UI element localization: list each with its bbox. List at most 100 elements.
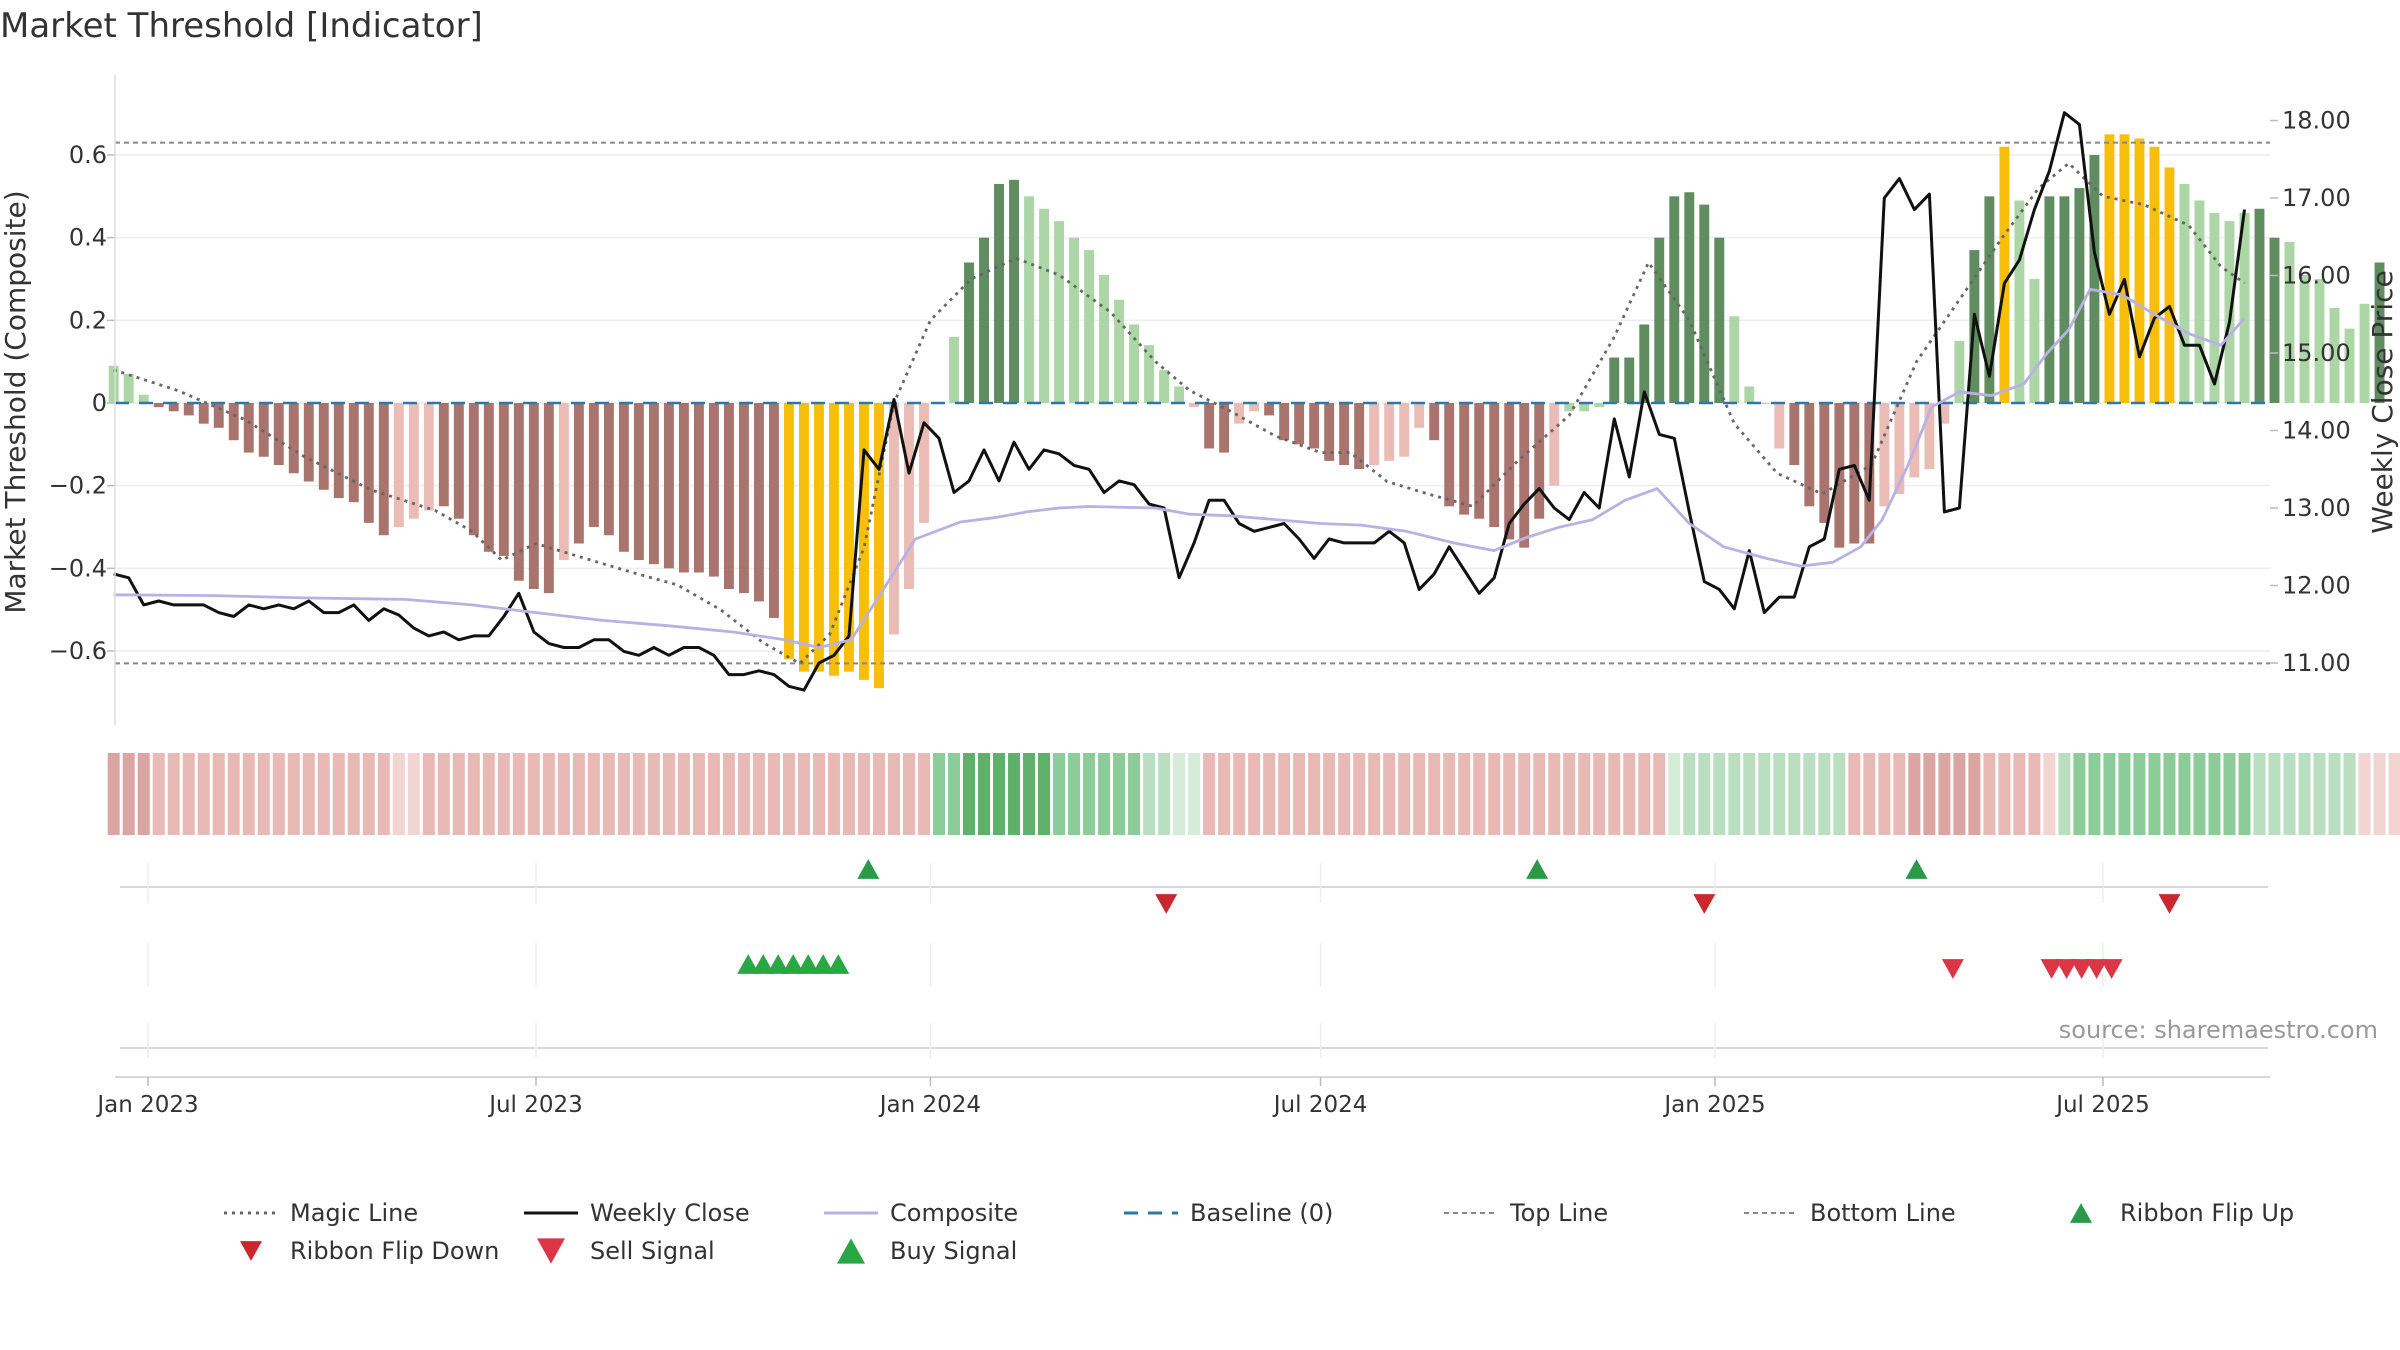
ribbon-segment: [1863, 753, 1876, 835]
ribbon-segment: [1773, 753, 1786, 835]
ribbon-segment: [542, 753, 555, 835]
legend-swatch-composite: [824, 1211, 878, 1215]
composite-bar: [408, 403, 419, 519]
ribbon-segment: [857, 753, 870, 835]
composite-bar: [1129, 324, 1140, 403]
sell-signal-marker: [2100, 959, 2123, 979]
y-axis-right-label: Weekly Close Price: [2366, 270, 2399, 533]
y-left-tick-label: −0.4: [49, 554, 107, 582]
ribbon-segment: [1473, 753, 1486, 835]
composite-bar: [904, 403, 914, 589]
ribbon-segment: [2028, 753, 2041, 835]
composite-bar: [1354, 403, 1365, 470]
ribbon-segment: [1008, 753, 1021, 835]
composite-bar: [543, 403, 554, 594]
composite-bar: [1279, 403, 1290, 441]
sell-signal-marker: [2055, 959, 2078, 979]
ribbon-segment: [1188, 753, 1201, 835]
ribbon-segment: [647, 753, 660, 835]
buy-signal-marker: [797, 954, 820, 974]
ribbon-segment: [1878, 753, 1891, 835]
composite-bar: [1399, 403, 1410, 457]
composite-bar: [829, 403, 839, 676]
ribbon-segment: [1308, 753, 1321, 835]
composite-bar: [168, 403, 179, 412]
composite-bar: [558, 403, 569, 561]
ribbon-segment: [1533, 753, 1546, 835]
ribbon-segment: [317, 753, 330, 835]
composite-bar: [1804, 403, 1815, 507]
ribbon-segment: [2268, 753, 2281, 835]
ribbon-segment: [152, 753, 165, 835]
y-right-tick-label: 11.00: [2282, 649, 2351, 677]
ribbon-segment: [437, 753, 450, 835]
ribbon-segment: [1443, 753, 1456, 835]
composite-bar: [2149, 146, 2160, 403]
composite-bar: [198, 403, 209, 424]
legend-marker: [837, 1238, 865, 1264]
ribbon-segment: [1848, 753, 1861, 835]
composite-bar: [483, 403, 494, 552]
ribbon-segment: [1293, 753, 1306, 835]
composite-bar: [1159, 369, 1170, 403]
ribbon-segment: [917, 753, 930, 835]
composite-bar: [1519, 403, 1530, 548]
x-tick-label: Jan 2025: [1662, 1092, 1765, 1118]
ribbon-flip-up-marker: [1905, 859, 1928, 879]
ribbon-segment: [137, 753, 150, 835]
ribbon-segment: [2328, 753, 2341, 835]
y-right-tick-label: 16.00: [2282, 262, 2351, 290]
ribbon-segment: [1893, 753, 1906, 835]
composite-bar: [1339, 403, 1350, 465]
composite-bar: [814, 403, 824, 672]
composite-bar: [2269, 237, 2280, 403]
composite-bar: [949, 336, 959, 403]
composite-bar: [753, 403, 764, 602]
composite-bar: [2194, 200, 2205, 403]
sell-signal-marker: [2070, 959, 2093, 979]
composite-bar: [2299, 274, 2310, 403]
legend-label: Top Line: [1510, 1199, 1609, 1227]
composite-bar: [1699, 204, 1710, 403]
ribbon-segment: [1908, 753, 1921, 835]
ribbon-segment: [2043, 753, 2056, 835]
ribbon-segment: [1713, 753, 1726, 835]
composite-bar: [2329, 307, 2340, 403]
ribbon-segment: [797, 753, 810, 835]
y-right-tick-label: 14.00: [2282, 417, 2351, 445]
composite-bar: [964, 262, 974, 403]
composite-bar: [378, 403, 389, 536]
ribbon-segment: [347, 753, 360, 835]
buy-signal-marker: [827, 954, 850, 974]
ribbon-flip-up-marker: [1526, 859, 1549, 879]
ribbon-segment: [767, 753, 780, 835]
buy-signal-marker: [752, 954, 775, 974]
ribbon-segment: [933, 753, 946, 835]
composite-bar: [453, 403, 464, 519]
y-left-tick-label: −0.2: [49, 472, 107, 500]
composite-bar: [1999, 146, 2010, 403]
ribbon-segment: [1728, 753, 1741, 835]
ribbon-segment: [422, 753, 435, 835]
ribbon-flip-up-marker: [857, 859, 880, 879]
legend-item-bottom: Bottom Line: [1740, 1196, 1956, 1230]
buy-signal-marker: [812, 954, 835, 974]
legend-marker: [537, 1238, 565, 1264]
legend-swatch-baseline: [1124, 1211, 1178, 1215]
sell-signal-marker: [1941, 959, 1964, 979]
composite-bar: [1564, 403, 1575, 412]
composite-bar: [859, 403, 869, 680]
ribbon-segment: [377, 753, 390, 835]
ribbon-segment: [662, 753, 675, 835]
y-right-tick-label: 13.00: [2282, 494, 2351, 522]
composite-bar: [363, 403, 374, 523]
ribbon-segment: [587, 753, 600, 835]
composite-bar: [2089, 155, 2100, 403]
composite-bar: [213, 403, 224, 428]
composite-bar: [228, 403, 239, 441]
composite-bar: [603, 403, 614, 536]
composite-bar: [1024, 196, 1034, 403]
composite-bar: [468, 403, 479, 536]
legend-label: Ribbon Flip Down: [290, 1237, 500, 1265]
ribbon-segment: [302, 753, 315, 835]
